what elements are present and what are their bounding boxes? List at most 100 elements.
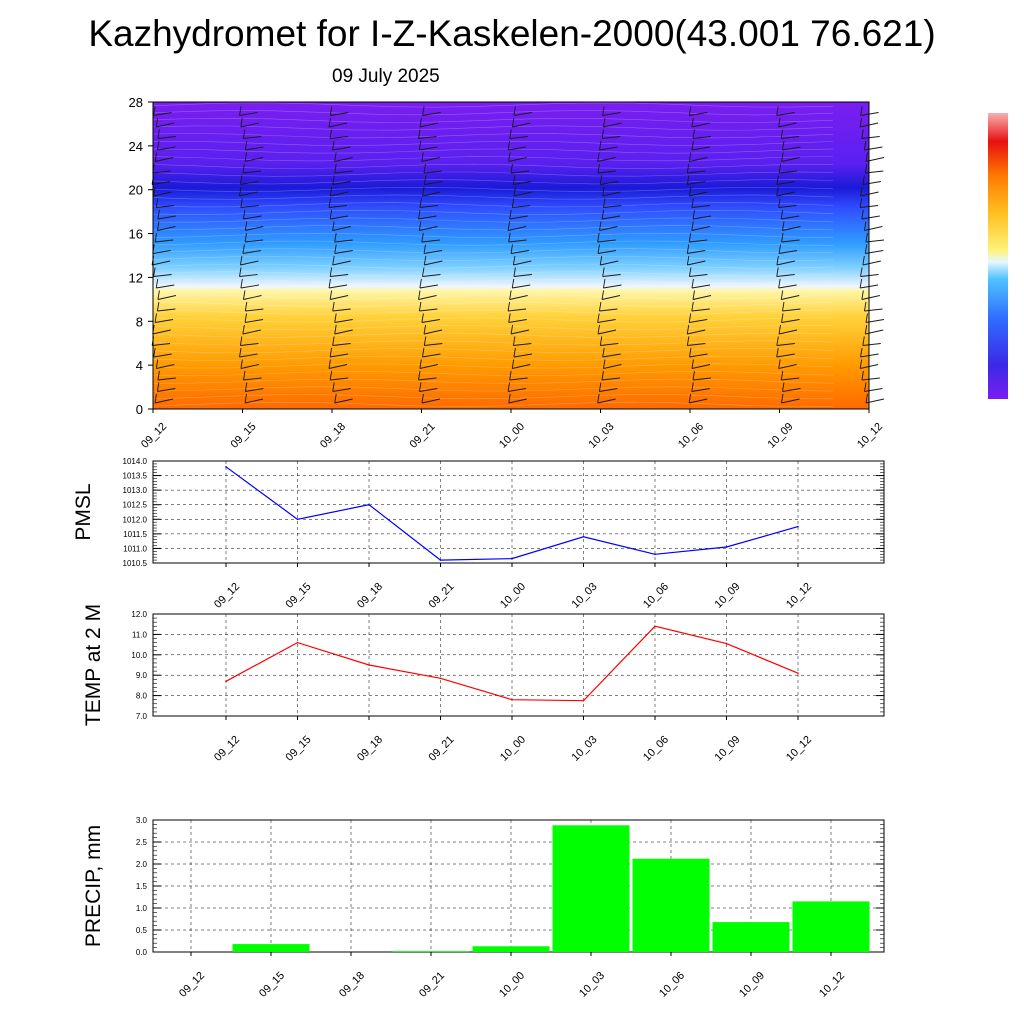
wind-barb-shaft — [511, 278, 515, 289]
wind-barb-flag — [513, 274, 532, 277]
wind-barb-flag — [597, 250, 617, 254]
wind-barb-shaft — [507, 301, 511, 312]
wind-barb-flag — [689, 157, 708, 162]
wind-barb-flag — [244, 319, 264, 323]
wind-barb-shaft — [239, 106, 242, 116]
wind-barb-shaft — [686, 324, 690, 335]
wind-barb-shaft — [332, 301, 335, 312]
wind-barb-flag — [512, 205, 531, 208]
wind-barb-flag — [778, 122, 797, 128]
wind-barb-flag — [239, 353, 258, 358]
contour-line — [152, 110, 834, 116]
wind-barb-shaft — [599, 336, 603, 346]
wind-barb-flag — [861, 377, 880, 381]
wind-barb-flag — [151, 181, 171, 185]
wind-barb-flag — [599, 146, 618, 151]
wind-barb-flag — [603, 122, 622, 128]
wind-barb-shaft — [242, 324, 245, 335]
x-tick-label: 09_12 — [212, 734, 242, 764]
y-tick-label: 9.0 — [136, 671, 148, 680]
wind-barb-flag — [778, 284, 797, 289]
wind-barb-shaft — [329, 186, 333, 197]
wind-barb-shaft — [418, 290, 421, 300]
y-tick-label: 1010.5 — [123, 559, 148, 568]
wind-barb-flag — [155, 239, 174, 243]
wind-barb-shaft — [597, 152, 600, 162]
wind-barb-flag — [860, 191, 879, 197]
y-tick-label: 20 — [129, 183, 143, 198]
wind-barb-shaft — [778, 324, 781, 335]
x-tick-label: 09_18 — [355, 581, 385, 611]
wind-barb-shaft — [156, 382, 160, 392]
contour-line — [152, 209, 834, 215]
wind-barb-flag — [239, 274, 258, 277]
wind-barb-flag — [781, 295, 800, 300]
wind-barb-shaft — [328, 117, 331, 128]
data-point — [439, 677, 442, 680]
precipitation-panel: 0.0 0.5 1.0 1.5 2.0 2.5 3.0 09_12 09_15 09_18 09_2… — [82, 816, 885, 1000]
wind-barb-flag — [862, 260, 881, 266]
contour-line — [152, 317, 834, 323]
wind-barb-flag — [778, 329, 798, 335]
y-tick-label: 12.0 — [131, 610, 147, 619]
wind-barb-flag — [157, 136, 176, 139]
wind-barb-shaft — [686, 244, 690, 254]
wind-barb-flag — [862, 181, 881, 185]
wind-barb-flag — [510, 329, 530, 335]
wind-barb-shaft — [861, 370, 864, 381]
y-tick-label: 8 — [136, 314, 143, 329]
data-point — [582, 535, 585, 538]
wind-barb-flag — [689, 239, 708, 243]
date-subtitle: 09 July 2025 — [332, 66, 440, 87]
wind-barb-flag — [781, 377, 800, 381]
wind-barb-flag — [512, 364, 531, 369]
y-tick-label: 3.0 — [136, 816, 148, 825]
wind-barb-flag — [245, 308, 264, 312]
wind-barb-flag — [334, 398, 353, 404]
wind-barb-flag — [330, 191, 349, 197]
wind-barb-flag — [861, 295, 880, 300]
y-tick-label: 1.0 — [136, 904, 148, 913]
wind-barb-flag — [778, 364, 797, 369]
wind-barb-shaft — [512, 336, 516, 346]
wind-barb-shaft — [418, 140, 422, 151]
wind-barb-flag — [419, 308, 438, 312]
data-point — [654, 553, 656, 556]
wind-barb-shaft — [418, 301, 422, 312]
wind-barb-flag — [418, 215, 437, 220]
wind-barb-flag — [419, 284, 438, 289]
wind-barb-flag — [601, 215, 621, 220]
wind-barb-flag — [244, 398, 264, 404]
wind-barb-flag — [603, 205, 622, 208]
wind-barb-flag — [329, 136, 349, 139]
y-tick-label: 1013.0 — [123, 486, 148, 495]
contour-line — [152, 325, 834, 331]
wind-barb-shaft — [153, 186, 156, 197]
wind-barb-shaft — [781, 152, 784, 162]
wind-barb-flag — [692, 377, 712, 381]
wind-barb-flag — [334, 329, 353, 335]
x-tick-label: 10_00 — [498, 581, 528, 611]
bar — [712, 922, 790, 952]
wind-barb-flag — [508, 157, 527, 162]
wind-barb-flag — [776, 112, 795, 116]
wind-barb-shaft — [244, 301, 248, 312]
wind-barb-shaft — [778, 244, 781, 254]
wind-barb-flag — [328, 284, 348, 289]
wind-barb-shaft — [686, 336, 690, 346]
wind-barb-shaft — [421, 152, 424, 162]
x-tick-label: 10_03 — [570, 581, 600, 611]
bar — [632, 858, 710, 952]
wind-barb-shaft — [688, 232, 692, 243]
contour-line — [152, 186, 834, 192]
wind-barb-flag — [424, 343, 443, 346]
wind-barb-shaft — [423, 324, 427, 335]
wind-barb-flag — [419, 205, 438, 208]
wind-barb-shaft — [507, 140, 511, 151]
wind-barb-shaft — [691, 301, 694, 312]
wind-barb-flag — [424, 181, 443, 185]
wind-barb-flag — [781, 319, 800, 323]
y-tick-label: 0 — [136, 402, 143, 417]
wind-barb-shaft — [603, 117, 606, 128]
wind-barb-shaft — [422, 267, 425, 277]
